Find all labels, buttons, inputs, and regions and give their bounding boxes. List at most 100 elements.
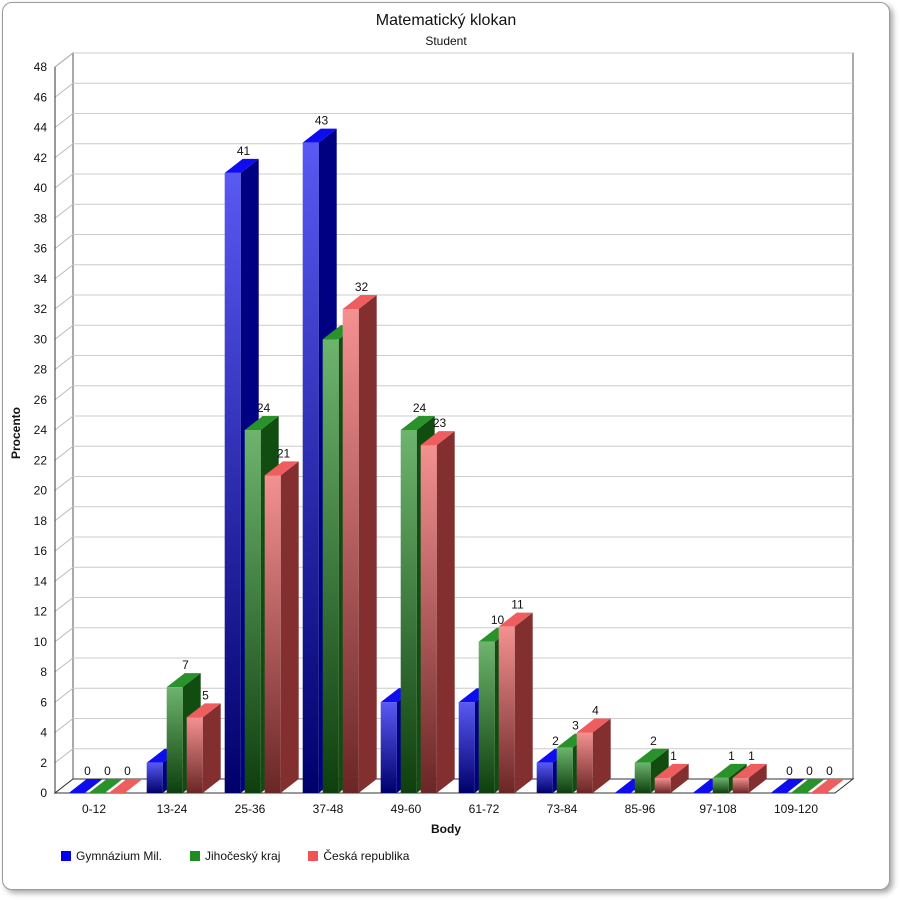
bar-top <box>810 779 845 793</box>
data-label: 21 <box>277 446 291 460</box>
x-tick-label: 61-72 <box>469 802 500 816</box>
bar-front <box>380 702 397 793</box>
y-tick-label: 40 <box>34 181 48 195</box>
bar-top <box>770 779 805 793</box>
bar-top <box>264 461 299 476</box>
bar-top <box>244 416 279 430</box>
bar-front <box>576 732 593 793</box>
gridline-side <box>54 52 74 68</box>
legend-item[interactable]: Jihočeský kraj <box>190 849 280 863</box>
gridline-side <box>54 264 74 280</box>
bar-front <box>478 641 495 793</box>
gridline-side <box>54 143 74 159</box>
gridline-side <box>54 718 74 733</box>
y-tick-label: 12 <box>34 605 48 619</box>
y-axis-title: Procento <box>9 407 23 459</box>
legend-swatch <box>61 851 71 861</box>
x-tick-label: 109-120 <box>774 802 818 816</box>
bar-side <box>202 703 221 793</box>
y-tick-label: 20 <box>34 484 48 498</box>
bar-layer <box>68 128 845 793</box>
gridline-side <box>54 536 74 552</box>
y-tick-label: 4 <box>40 726 47 740</box>
x-tick-label: 37-48 <box>313 802 344 816</box>
y-tick-label: 42 <box>34 151 48 165</box>
bar-top <box>712 763 747 778</box>
y-tick-label: 34 <box>34 272 48 286</box>
bar-top <box>576 718 611 733</box>
gridline-side <box>54 597 74 612</box>
data-label: 0 <box>124 764 131 778</box>
gridline-side <box>54 687 74 703</box>
bar-top <box>186 703 221 718</box>
gridline-side <box>54 415 74 431</box>
data-label: 0 <box>826 764 833 778</box>
bar-front <box>322 339 339 793</box>
bar-front <box>420 445 437 793</box>
y-tick-label: 14 <box>34 574 48 588</box>
bar-front <box>498 626 515 793</box>
data-label: 41 <box>237 144 251 158</box>
chart-svg: Matematický klokan Student Procento Body… <box>9 12 855 836</box>
gridline-side <box>54 445 74 461</box>
bar-top <box>166 673 201 688</box>
x-tick-label: 85-96 <box>625 802 656 816</box>
bar <box>186 703 221 793</box>
bar <box>654 763 689 793</box>
bar-top <box>634 748 669 763</box>
y-tick-label: 46 <box>34 90 48 104</box>
gridline-side <box>54 566 74 582</box>
data-label: 2 <box>552 734 559 748</box>
bar-side <box>592 718 611 793</box>
bar <box>810 779 845 793</box>
bar-front <box>634 762 651 793</box>
data-label: 43 <box>315 114 329 128</box>
legend-swatch <box>308 851 319 861</box>
gridline-side <box>54 294 74 310</box>
legend-item[interactable]: Česká republika <box>308 849 409 863</box>
bar-front <box>654 777 671 793</box>
y-tick-label: 36 <box>34 242 48 256</box>
x-tick-label: 97-108 <box>699 802 737 816</box>
data-label: 1 <box>728 749 735 763</box>
bar <box>420 431 455 793</box>
legend-item[interactable]: Gymnázium Mil. <box>61 849 162 863</box>
bar-front <box>224 172 241 793</box>
gridline-side <box>54 476 74 491</box>
x-tick-label: 0-12 <box>82 802 106 816</box>
data-label: 7 <box>182 658 189 672</box>
bar <box>108 779 143 793</box>
bar-side <box>358 295 377 793</box>
gridline-side <box>54 324 74 340</box>
bar <box>732 763 767 793</box>
data-label: 4 <box>592 704 599 718</box>
data-label: 24 <box>257 401 271 415</box>
data-label: 0 <box>104 764 111 778</box>
bar-top <box>224 158 259 173</box>
bar-top <box>108 779 143 793</box>
y-tick-label: 18 <box>34 514 48 528</box>
y-tick-label: 8 <box>40 665 47 679</box>
data-label: 0 <box>786 764 793 778</box>
data-label: 10 <box>491 613 505 627</box>
bar-top <box>790 779 825 793</box>
bar-front <box>536 762 553 793</box>
x-tick-label: 49-60 <box>391 802 422 816</box>
x-tick-label: 73-84 <box>547 802 578 816</box>
data-label: 11 <box>511 598 524 612</box>
bar <box>770 779 805 793</box>
data-label: 0 <box>806 764 813 778</box>
bar-side <box>670 763 689 793</box>
legend-label: Gymnázium Mil. <box>76 849 163 863</box>
bar-front <box>342 309 359 793</box>
legend: Gymnázium Mil. Jihočeský kraj Česká republ… <box>61 849 409 863</box>
data-label: 5 <box>202 688 209 702</box>
chart-subtitle: Student <box>425 34 467 48</box>
data-label: 24 <box>413 401 427 415</box>
chart-title: Matematický klokan <box>376 12 517 29</box>
y-tick-label: 6 <box>40 695 47 709</box>
gridline-side <box>54 355 74 370</box>
data-label: 1 <box>670 749 677 763</box>
bar-top <box>420 431 455 446</box>
